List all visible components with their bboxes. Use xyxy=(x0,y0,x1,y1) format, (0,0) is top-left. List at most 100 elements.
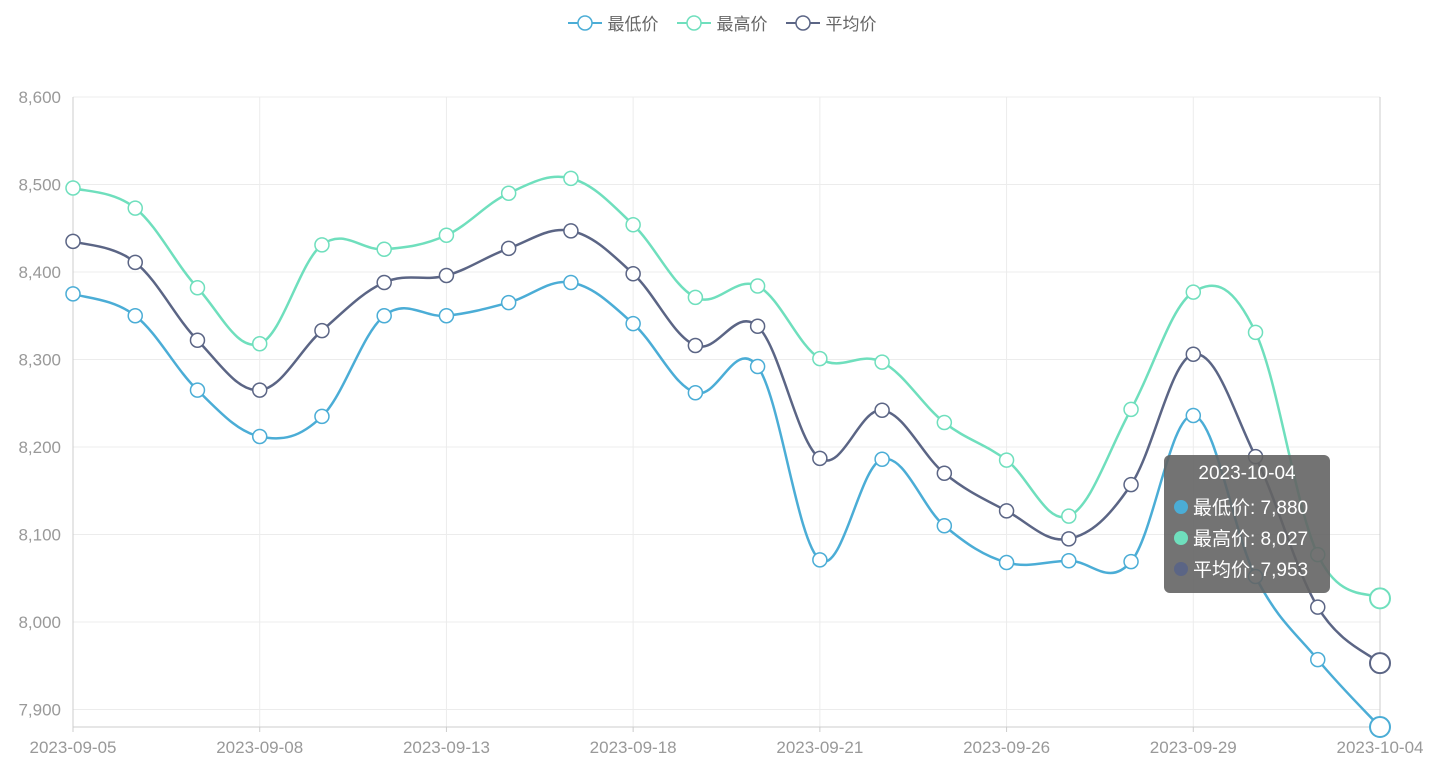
data-point-low xyxy=(874,451,890,467)
data-point-avg xyxy=(749,318,766,334)
data-point-low xyxy=(749,358,766,375)
data-point-low xyxy=(127,308,143,324)
tooltip-dot-low-icon xyxy=(1174,499,1188,514)
data-point-avg xyxy=(1061,531,1077,547)
tooltip-text-avg: 平均价: 7,953 xyxy=(1193,560,1309,581)
y-tick-label: 8,300 xyxy=(18,351,61,370)
data-point-high xyxy=(1061,508,1077,524)
data-point-avg xyxy=(1310,599,1326,615)
data-point-avg xyxy=(189,332,206,348)
tooltip: 2023-10-04 最低价: 7,880 最高价: 8,027 平均价: 7,… xyxy=(1164,455,1330,593)
data-point-low xyxy=(1061,553,1077,569)
x-tick-label: 2023-09-05 xyxy=(30,738,117,757)
data-point-low xyxy=(1185,407,1202,424)
y-tick-label: 8,500 xyxy=(18,176,61,195)
legend-item-avg[interactable]: 平均价 xyxy=(785,10,877,35)
data-point-avg xyxy=(376,274,392,291)
data-point-avg xyxy=(1123,476,1139,493)
data-point-avg xyxy=(500,240,517,257)
data-point-avg xyxy=(998,503,1015,519)
data-point-high xyxy=(500,185,517,201)
data-point-high xyxy=(625,217,641,233)
data-point-low xyxy=(625,315,641,332)
tooltip-row-avg: 平均价: 7,953 xyxy=(1174,553,1320,584)
data-point-low xyxy=(687,385,704,401)
data-point-high xyxy=(687,289,704,306)
legend-label-low: 最低价 xyxy=(607,15,659,34)
data-point-high xyxy=(749,278,766,294)
data-point-high xyxy=(251,336,268,352)
data-point-low xyxy=(998,554,1015,571)
data-point-high xyxy=(936,414,953,431)
x-tick-label: 2023-09-29 xyxy=(1150,738,1237,757)
legend-label-avg: 平均价 xyxy=(825,15,877,34)
data-point-low xyxy=(376,308,392,324)
data-point-high xyxy=(189,280,206,296)
data-point-low xyxy=(1123,553,1139,570)
tooltip-dot-avg-icon xyxy=(1174,561,1188,576)
data-point-avg xyxy=(438,267,455,284)
data-point-low xyxy=(812,552,828,568)
tooltip-dot-high-icon xyxy=(1174,530,1188,545)
data-point-high xyxy=(376,241,392,257)
data-point-high xyxy=(998,452,1015,468)
y-tick-label: 8,200 xyxy=(18,438,61,457)
y-tick-label: 8,000 xyxy=(18,613,61,632)
data-point-low xyxy=(500,294,517,311)
data-point-avg xyxy=(127,254,143,271)
data-point-low xyxy=(936,518,953,534)
data-point-high xyxy=(874,354,890,370)
y-tick-label: 8,600 xyxy=(18,88,61,107)
data-point-low xyxy=(438,308,455,324)
data-point-high xyxy=(1247,324,1264,341)
tooltip-text-low: 最低价: 7,880 xyxy=(1193,498,1309,519)
legend-label-high: 最高价 xyxy=(716,15,768,34)
data-point-high xyxy=(1185,284,1202,300)
data-point-avg xyxy=(1369,652,1391,675)
data-point-high xyxy=(65,180,81,196)
legend-swatch-high-icon xyxy=(676,14,711,31)
x-tick-label: 2023-09-26 xyxy=(963,738,1050,757)
legend: 最低价 最高价 平均价 xyxy=(0,10,1444,35)
data-point-low xyxy=(251,428,268,445)
data-point-high xyxy=(314,237,330,253)
data-point-high xyxy=(812,350,828,367)
data-point-avg xyxy=(687,337,704,354)
legend-swatch-avg-icon xyxy=(785,14,820,31)
data-point-low xyxy=(65,286,81,302)
y-tick-label: 8,400 xyxy=(18,263,61,282)
x-tick-label: 2023-09-08 xyxy=(216,738,303,757)
data-point-low xyxy=(1310,651,1326,668)
data-point-avg xyxy=(936,465,953,481)
data-point-low xyxy=(314,408,330,425)
data-point-high xyxy=(1369,587,1391,610)
x-tick-label: 2023-09-13 xyxy=(403,738,490,757)
legend-swatch-low-icon xyxy=(567,14,602,31)
data-point-low xyxy=(1369,716,1391,738)
tooltip-row-low: 最低价: 7,880 xyxy=(1174,491,1320,522)
x-tick-label: 2023-09-21 xyxy=(776,738,863,757)
y-tick-label: 7,900 xyxy=(18,701,61,720)
data-point-high xyxy=(127,200,143,216)
data-point-avg xyxy=(314,322,330,339)
legend-item-low[interactable]: 最低价 xyxy=(567,10,659,35)
tooltip-text-high: 最高价: 8,027 xyxy=(1193,529,1309,550)
data-point-avg xyxy=(65,233,81,250)
data-point-avg xyxy=(625,266,641,282)
data-point-low xyxy=(563,274,579,291)
data-point-avg xyxy=(874,402,890,418)
y-tick-label: 8,100 xyxy=(18,526,61,545)
data-point-high xyxy=(563,170,579,187)
tooltip-title: 2023-10-04 xyxy=(1198,463,1296,484)
data-point-avg xyxy=(251,382,268,398)
data-point-avg xyxy=(812,450,828,467)
data-point-high xyxy=(1123,401,1139,418)
data-point-high xyxy=(438,227,455,243)
tooltip-row-high: 最高价: 8,027 xyxy=(1174,522,1320,553)
data-point-avg xyxy=(563,223,579,239)
x-tick-label: 2023-10-04 xyxy=(1337,738,1424,757)
legend-item-high[interactable]: 最高价 xyxy=(676,10,768,35)
data-point-avg xyxy=(1185,346,1202,362)
